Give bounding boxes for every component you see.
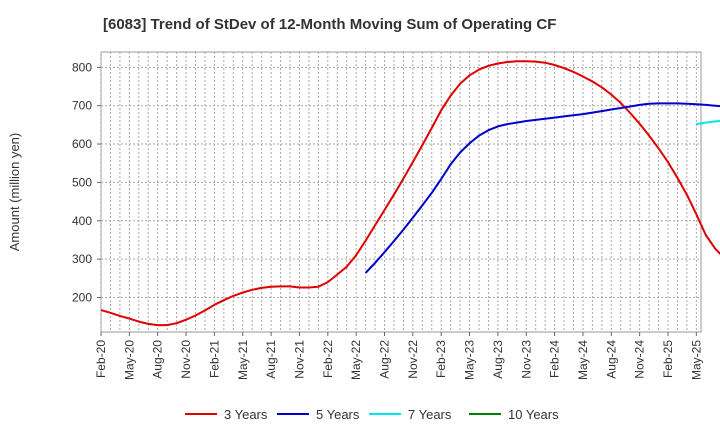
x-tick-label: May-24 bbox=[576, 340, 590, 380]
y-tick-label: 600 bbox=[72, 137, 92, 151]
y-tick-label: 500 bbox=[72, 175, 92, 189]
grid bbox=[100, 52, 701, 332]
x-tick-label: Aug-21 bbox=[264, 340, 278, 379]
x-tick-label: Nov-24 bbox=[633, 340, 647, 379]
x-tick-label: Aug-22 bbox=[378, 340, 392, 379]
y-axis: 200 300 400 500 600 700 800 bbox=[72, 60, 101, 304]
x-tick-label: May-21 bbox=[236, 340, 250, 380]
y-tick-label: 800 bbox=[72, 60, 92, 74]
series-line-1 bbox=[364, 102, 720, 274]
x-tick-label: Feb-23 bbox=[434, 340, 448, 378]
x-tick-label: Nov-21 bbox=[292, 340, 306, 379]
x-tick-label: Nov-23 bbox=[519, 340, 533, 379]
x-tick-label: Feb-21 bbox=[207, 340, 221, 378]
x-tick-label: Feb-20 bbox=[94, 340, 108, 378]
y-axis-label: Amount (million yen) bbox=[7, 133, 22, 252]
y-tick-label: 700 bbox=[72, 99, 92, 113]
series-lines bbox=[100, 60, 720, 327]
x-tick-label: Nov-22 bbox=[406, 340, 420, 379]
x-tick-label: Nov-20 bbox=[179, 340, 193, 379]
x-tick-label: May-20 bbox=[122, 340, 136, 380]
legend-label: 5 Years bbox=[316, 407, 360, 422]
series-line-2 bbox=[696, 120, 720, 126]
chart-title: [6083] Trend of StDev of 12-Month Moving… bbox=[103, 16, 556, 33]
legend-label: 10 Years bbox=[508, 407, 559, 422]
x-tick-label: May-25 bbox=[689, 340, 703, 380]
x-tick-label: Feb-22 bbox=[321, 340, 335, 378]
legend: 3 Years 5 Years 7 Years 10 Years bbox=[185, 407, 559, 422]
legend-label: 3 Years bbox=[224, 407, 268, 422]
x-tick-label: Aug-24 bbox=[604, 340, 618, 379]
x-tick-label: May-23 bbox=[463, 340, 477, 380]
y-tick-label: 300 bbox=[72, 252, 92, 266]
y-tick-label: 200 bbox=[72, 290, 92, 304]
legend-label: 7 Years bbox=[408, 407, 452, 422]
x-tick-label: Feb-25 bbox=[661, 340, 675, 378]
x-tick-label: Feb-24 bbox=[548, 340, 562, 378]
x-tick-label: Aug-20 bbox=[151, 340, 165, 379]
y-tick-label: 400 bbox=[72, 214, 92, 228]
x-axis: Feb-20 May-20 Aug-20 Nov-20 Feb-21 May-21 Aug-… bbox=[94, 332, 703, 380]
series-line-0 bbox=[100, 60, 720, 327]
x-tick-label: Aug-23 bbox=[491, 340, 505, 379]
x-tick-label: May-22 bbox=[349, 340, 363, 380]
